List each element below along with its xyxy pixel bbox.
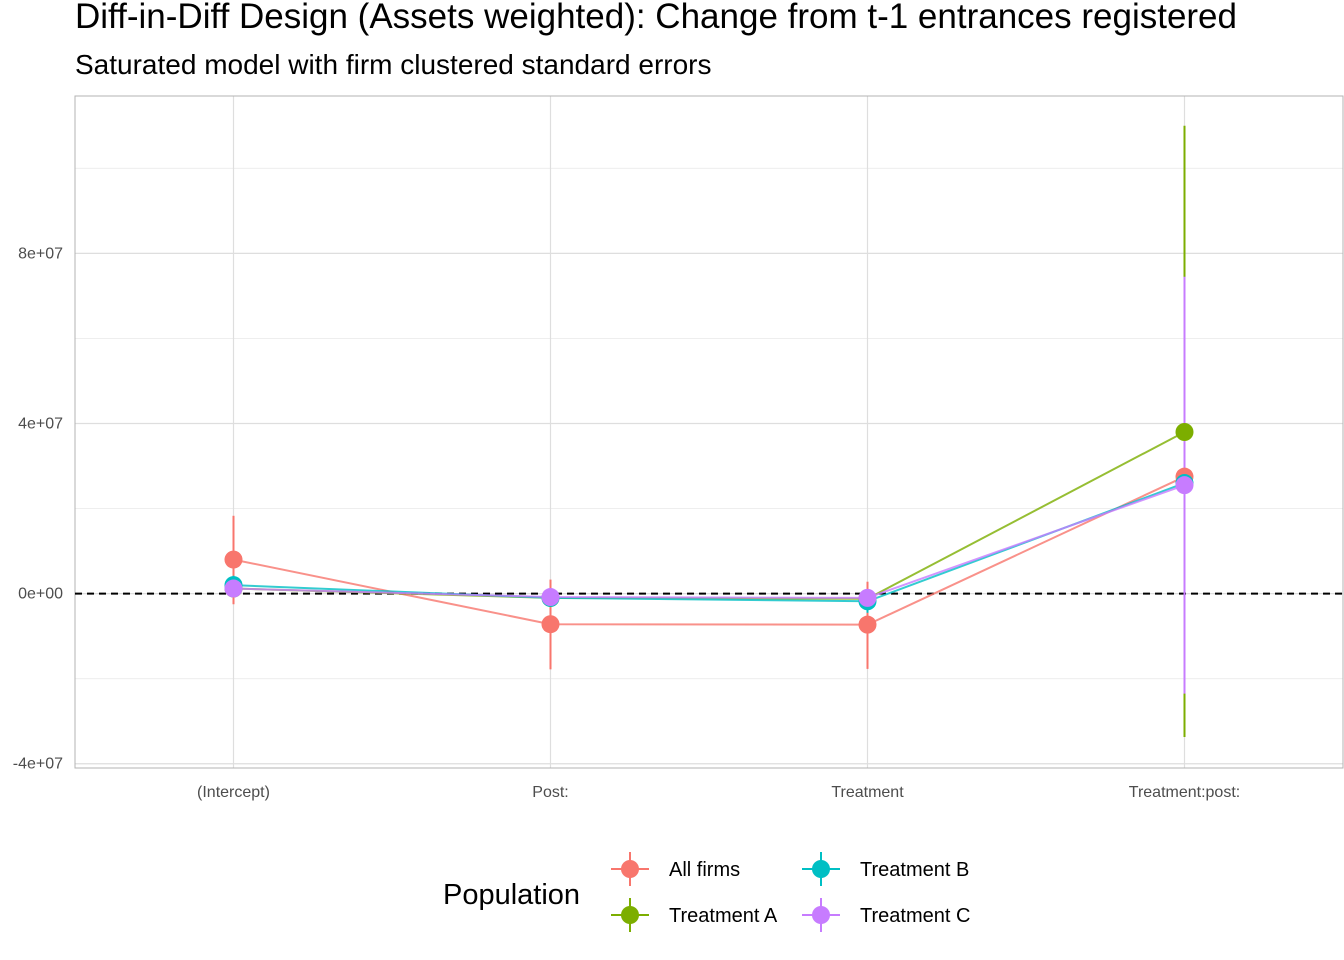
y-tick-label: 0e+00: [18, 586, 63, 603]
legend-label: Treatment C: [860, 905, 970, 927]
data-point: [541, 588, 560, 607]
y-tick-label: -4e+07: [13, 756, 63, 773]
legend-label: Treatment A: [669, 905, 778, 927]
data-point: [858, 588, 877, 607]
legend-key-point: [621, 860, 639, 878]
legend: Population All firms Treatment A Treatment …: [443, 852, 970, 932]
chart-title: Diff-in-Diff Design (Assets weighted): C…: [75, 0, 1237, 36]
data-point: [224, 550, 243, 569]
y-tick-label: 8e+07: [18, 245, 63, 262]
x-tick-label: Treatment: [831, 784, 904, 801]
data-point: [1175, 476, 1194, 495]
plot-panel: -4e+07 0e+00 4e+07 8e+07 (Intercept) Post: Tre…: [13, 95, 1344, 801]
legend-title: Population: [443, 879, 580, 911]
x-tick-label: (Intercept): [197, 784, 270, 801]
series-line: [233, 484, 1185, 599]
x-tick-label: Post:: [532, 784, 568, 801]
series-line: [233, 482, 1185, 603]
legend-key-point: [621, 906, 639, 924]
data-point: [858, 615, 877, 634]
data-point: [224, 579, 243, 598]
panel-border: [74, 95, 1344, 769]
legend-key-point: [812, 860, 830, 878]
data-point: [541, 615, 560, 634]
y-tick-label: 4e+07: [18, 415, 63, 432]
legend-key-point: [812, 906, 830, 924]
series-line: [233, 431, 1185, 600]
data-point: [1175, 423, 1194, 441]
x-tick-label: Treatment:post:: [1129, 784, 1240, 801]
legend-label: All firms: [669, 859, 740, 881]
series-line: [233, 475, 1185, 626]
legend-label: Treatment B: [860, 859, 969, 881]
chart-subtitle: Saturated model with firm clustered stan…: [75, 49, 712, 80]
